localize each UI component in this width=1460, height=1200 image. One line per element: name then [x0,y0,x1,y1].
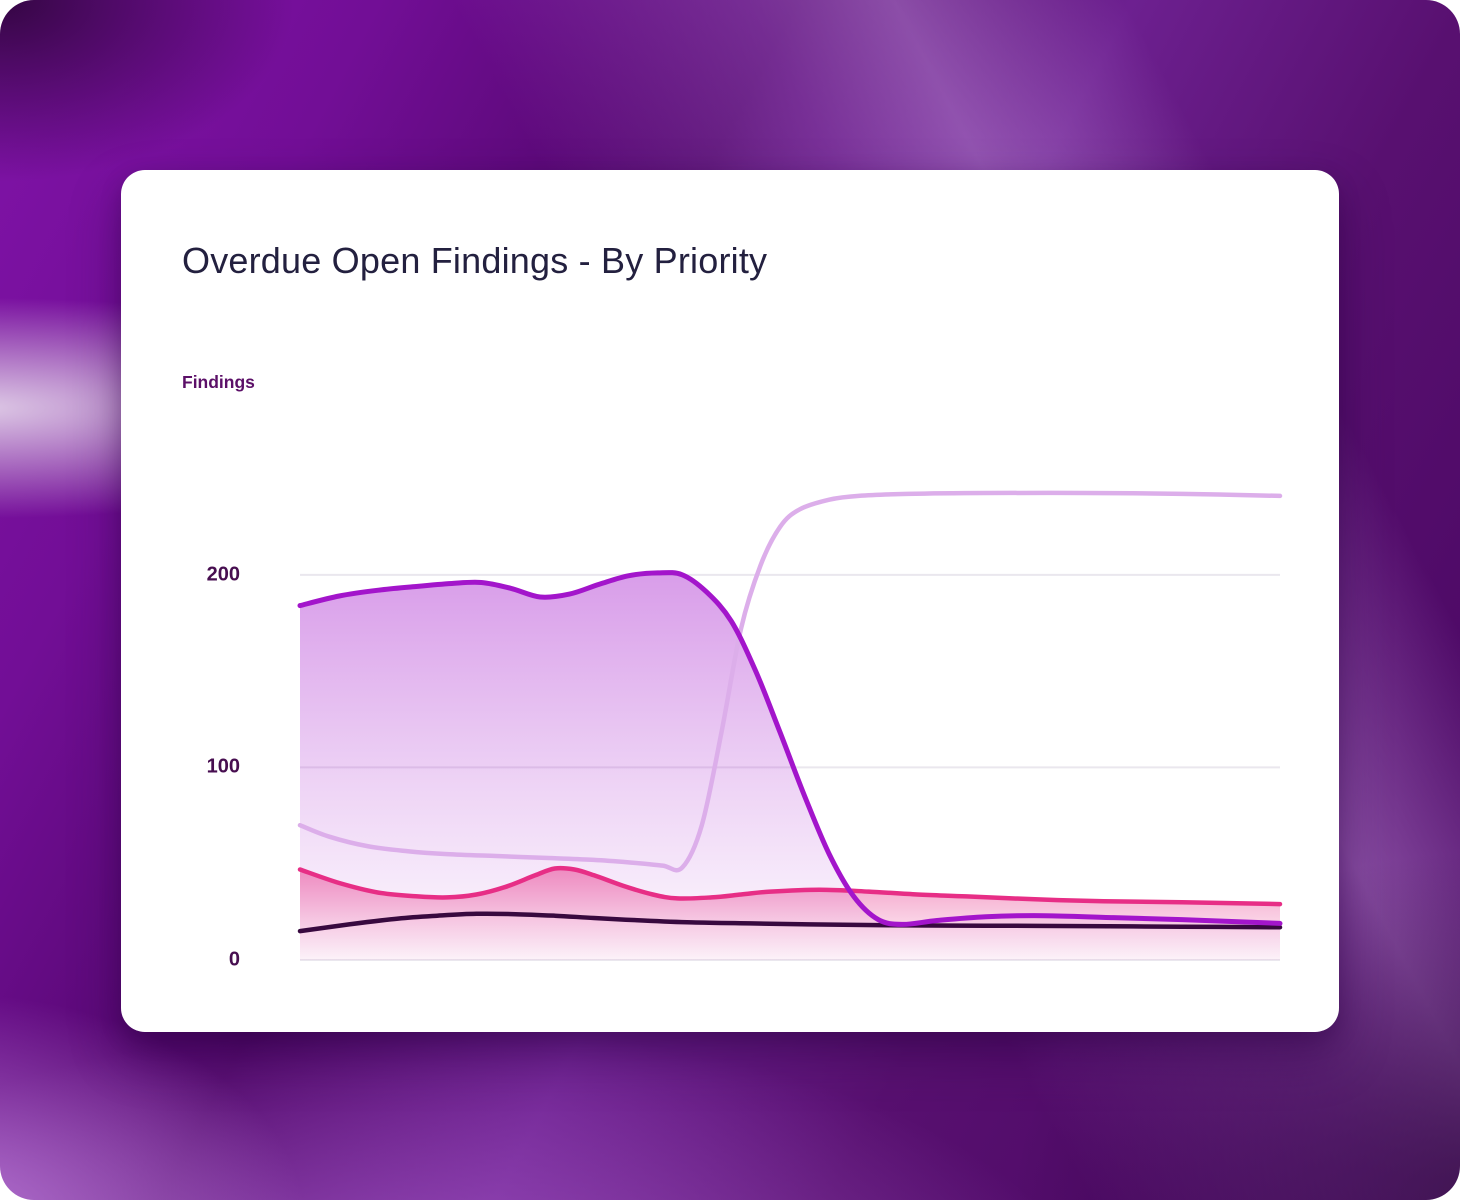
pink-series-area [300,868,1280,960]
y-axis-tick-labels: 0 100 200 [121,440,270,970]
lavender-series-line [297,490,1283,873]
chart-card: Overdue Open Findings - By Priority Find… [121,170,1339,1032]
purple-series-area [300,572,1280,960]
findings-chart-plot [297,440,1283,961]
y-tick-label-100: 100 [206,755,240,778]
y-axis-title: Findings [182,372,255,392]
findings-chart-svg [297,490,1283,961]
y-tick-label-200: 200 [206,563,240,586]
purple-series-line [297,570,1283,927]
y-tick-label-0: 0 [228,948,240,971]
chart-title: Overdue Open Findings - By Priority [182,240,768,281]
dark-series-line [297,911,1283,934]
pink-series-line [297,865,1283,907]
